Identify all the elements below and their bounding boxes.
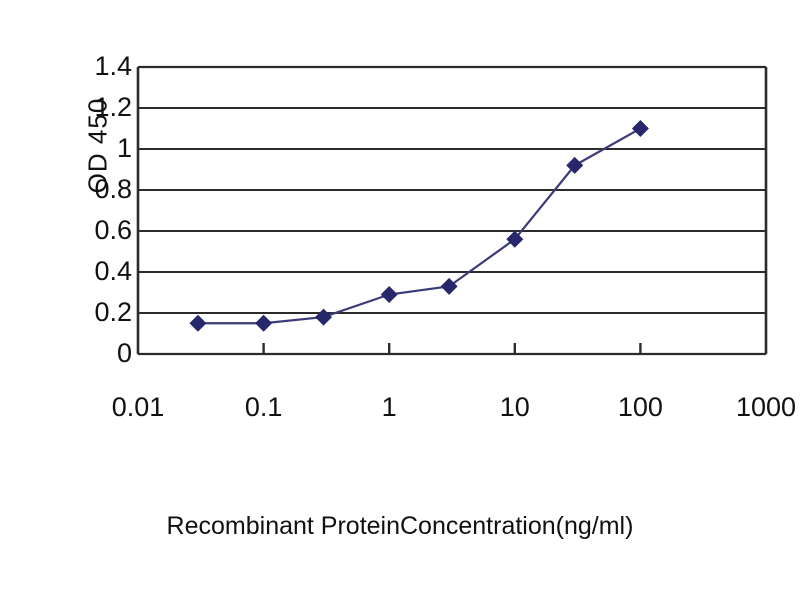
series-line: [197, 127, 641, 325]
y-axis-tick-labels: 1.4 1.2 1 0.8 0.6 0.4 0.2 0: [46, 0, 132, 600]
data-point-marker: [506, 230, 524, 248]
y-axis-tick-label: 0.2: [94, 297, 132, 327]
x-axis-tick-label: 10: [499, 392, 530, 422]
y-axis-tick-label: 0: [116, 338, 132, 368]
y-axis-tick-label: 1.4: [94, 51, 132, 81]
data-point-marker: [315, 308, 333, 326]
data-point-marker: [189, 314, 207, 332]
y-axis-tick-label: 0.4: [94, 256, 132, 286]
x-axis-tick-label: 0.01: [111, 392, 165, 422]
y-axis-tick-label: 1.2: [94, 92, 132, 122]
x-axis-tick-label: 1000: [735, 392, 797, 422]
data-point-marker: [440, 277, 458, 295]
y-axis-tick-label: 0.8: [94, 174, 132, 204]
y-axis-tick-label: 1: [116, 133, 132, 163]
y-axis-tick-label: 0.6: [94, 215, 132, 245]
data-point-marker: [380, 286, 398, 304]
data-point-marker: [255, 314, 273, 332]
data-point-marker: [631, 120, 649, 137]
x-axis-tick-label: 1: [381, 392, 397, 422]
x-axis-title: Recombinant ProteinConcentration(ng/ml): [166, 512, 634, 540]
x-axis-tick-label: 100: [617, 392, 663, 422]
data-point-marker: [566, 156, 584, 174]
x-axis-tick-label: 0.1: [244, 392, 283, 422]
